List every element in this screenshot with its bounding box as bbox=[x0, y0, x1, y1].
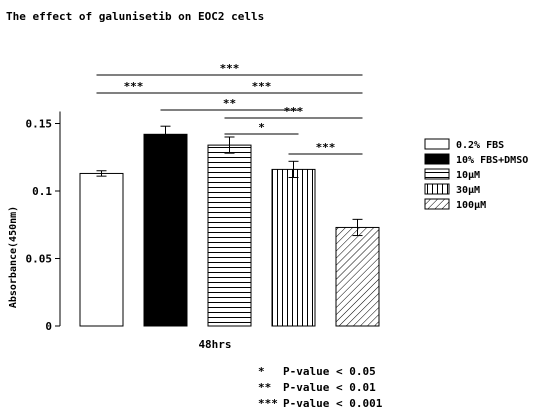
bar bbox=[143, 133, 188, 327]
significance-label: *** bbox=[220, 62, 240, 75]
significance-label: ** bbox=[223, 97, 236, 110]
significance-label: *** bbox=[124, 80, 144, 93]
bars-group bbox=[79, 125, 380, 327]
footnote-stars: * bbox=[258, 365, 265, 378]
legend-label: 10% FBS+DMSO bbox=[456, 155, 528, 166]
footnote-text: P-value < 0.01 bbox=[283, 381, 376, 394]
y-axis: 0 0.05 0.1 0.15 bbox=[26, 111, 61, 333]
legend-swatch bbox=[424, 198, 450, 210]
significance-brackets: ****** ************ bbox=[96, 62, 363, 155]
legend-label: 10μM bbox=[456, 170, 480, 181]
legend-swatch bbox=[424, 153, 450, 165]
y-tick-label: 0.15 bbox=[26, 118, 53, 131]
significance-label: *** bbox=[252, 80, 272, 93]
x-axis-label: 48hrs bbox=[198, 338, 231, 351]
y-tick-label: 0.1 bbox=[32, 185, 52, 198]
significance-label: *** bbox=[284, 105, 304, 118]
footnote-stars: ** bbox=[258, 381, 271, 394]
footnote-text: P-value < 0.05 bbox=[283, 365, 376, 378]
significance-label: * bbox=[258, 121, 265, 134]
legend-swatch bbox=[424, 168, 450, 180]
significance-footnotes: * P-value < 0.05 ** P-value < 0.01 *** P-valu… bbox=[258, 365, 383, 410]
legend-label: 0.2% FBS bbox=[456, 140, 504, 151]
bar bbox=[271, 168, 316, 327]
y-tick-label: 0 bbox=[45, 320, 52, 333]
bar bbox=[207, 144, 252, 327]
significance-label: *** bbox=[316, 141, 336, 154]
chart-title: The effect of galunisetib on EOC2 cells bbox=[6, 10, 264, 23]
y-tick-label: 0.05 bbox=[26, 253, 53, 266]
legend-label: 100μM bbox=[456, 200, 486, 211]
footnote-text: P-value < 0.001 bbox=[283, 397, 383, 410]
bar bbox=[79, 172, 124, 327]
legend-label: 30μM bbox=[456, 185, 480, 196]
legend: 0.2% FBS 10% FBS+DMSO 10μM 30μM 100μM bbox=[424, 138, 528, 211]
legend-swatch bbox=[424, 183, 450, 195]
bar bbox=[335, 226, 380, 327]
legend-swatch bbox=[424, 138, 450, 150]
y-axis-label: Absorbance(450nm) bbox=[8, 206, 19, 308]
footnote-stars: *** bbox=[258, 397, 278, 410]
